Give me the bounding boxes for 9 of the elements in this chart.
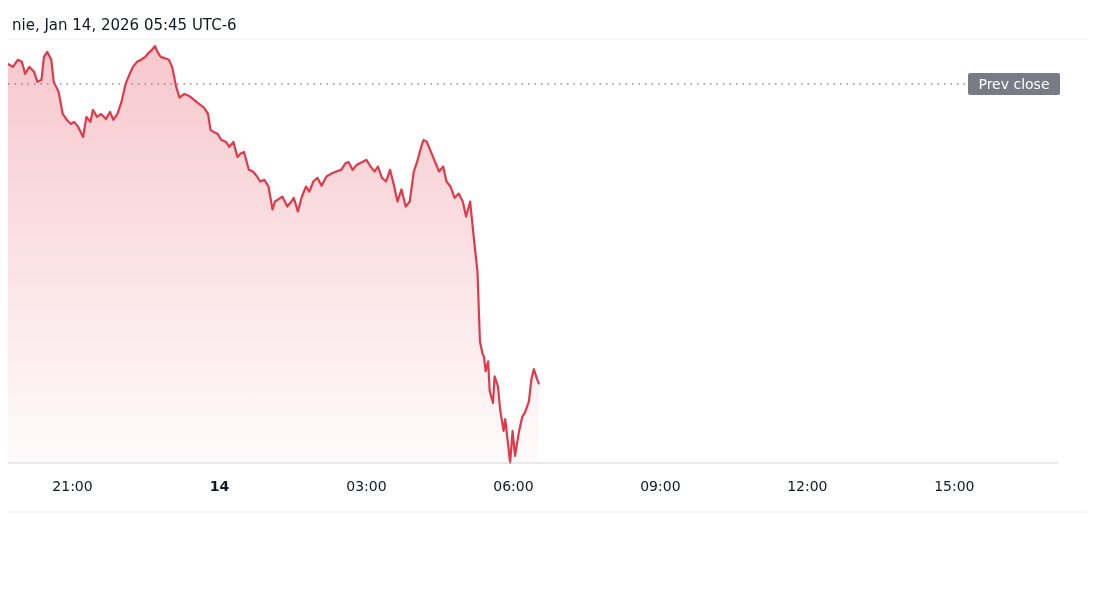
x-tick-label: 03:00	[346, 478, 387, 494]
ref-line-label: Prev close	[978, 75, 1050, 92]
chart-title: nie, Jan 14, 2026 05:45 UTC-6	[12, 16, 237, 34]
x-tick-label: 14	[209, 478, 230, 494]
x-tick-label: 21:00	[52, 478, 93, 494]
x-tick-label: 15:00	[934, 478, 975, 494]
x-tick-label: 12:00	[787, 478, 828, 494]
x-tick-label: 09:00	[640, 478, 681, 494]
x-tick-label: 06:00	[493, 478, 534, 494]
